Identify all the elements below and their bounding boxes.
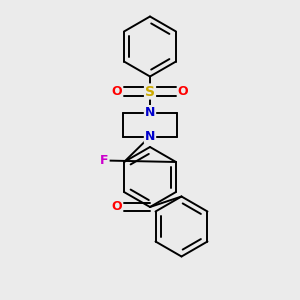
Text: N: N xyxy=(145,106,155,119)
Text: O: O xyxy=(178,85,188,98)
Text: O: O xyxy=(112,200,122,214)
Text: F: F xyxy=(100,154,109,167)
Text: O: O xyxy=(112,85,122,98)
Text: N: N xyxy=(145,130,155,143)
Text: S: S xyxy=(145,85,155,98)
